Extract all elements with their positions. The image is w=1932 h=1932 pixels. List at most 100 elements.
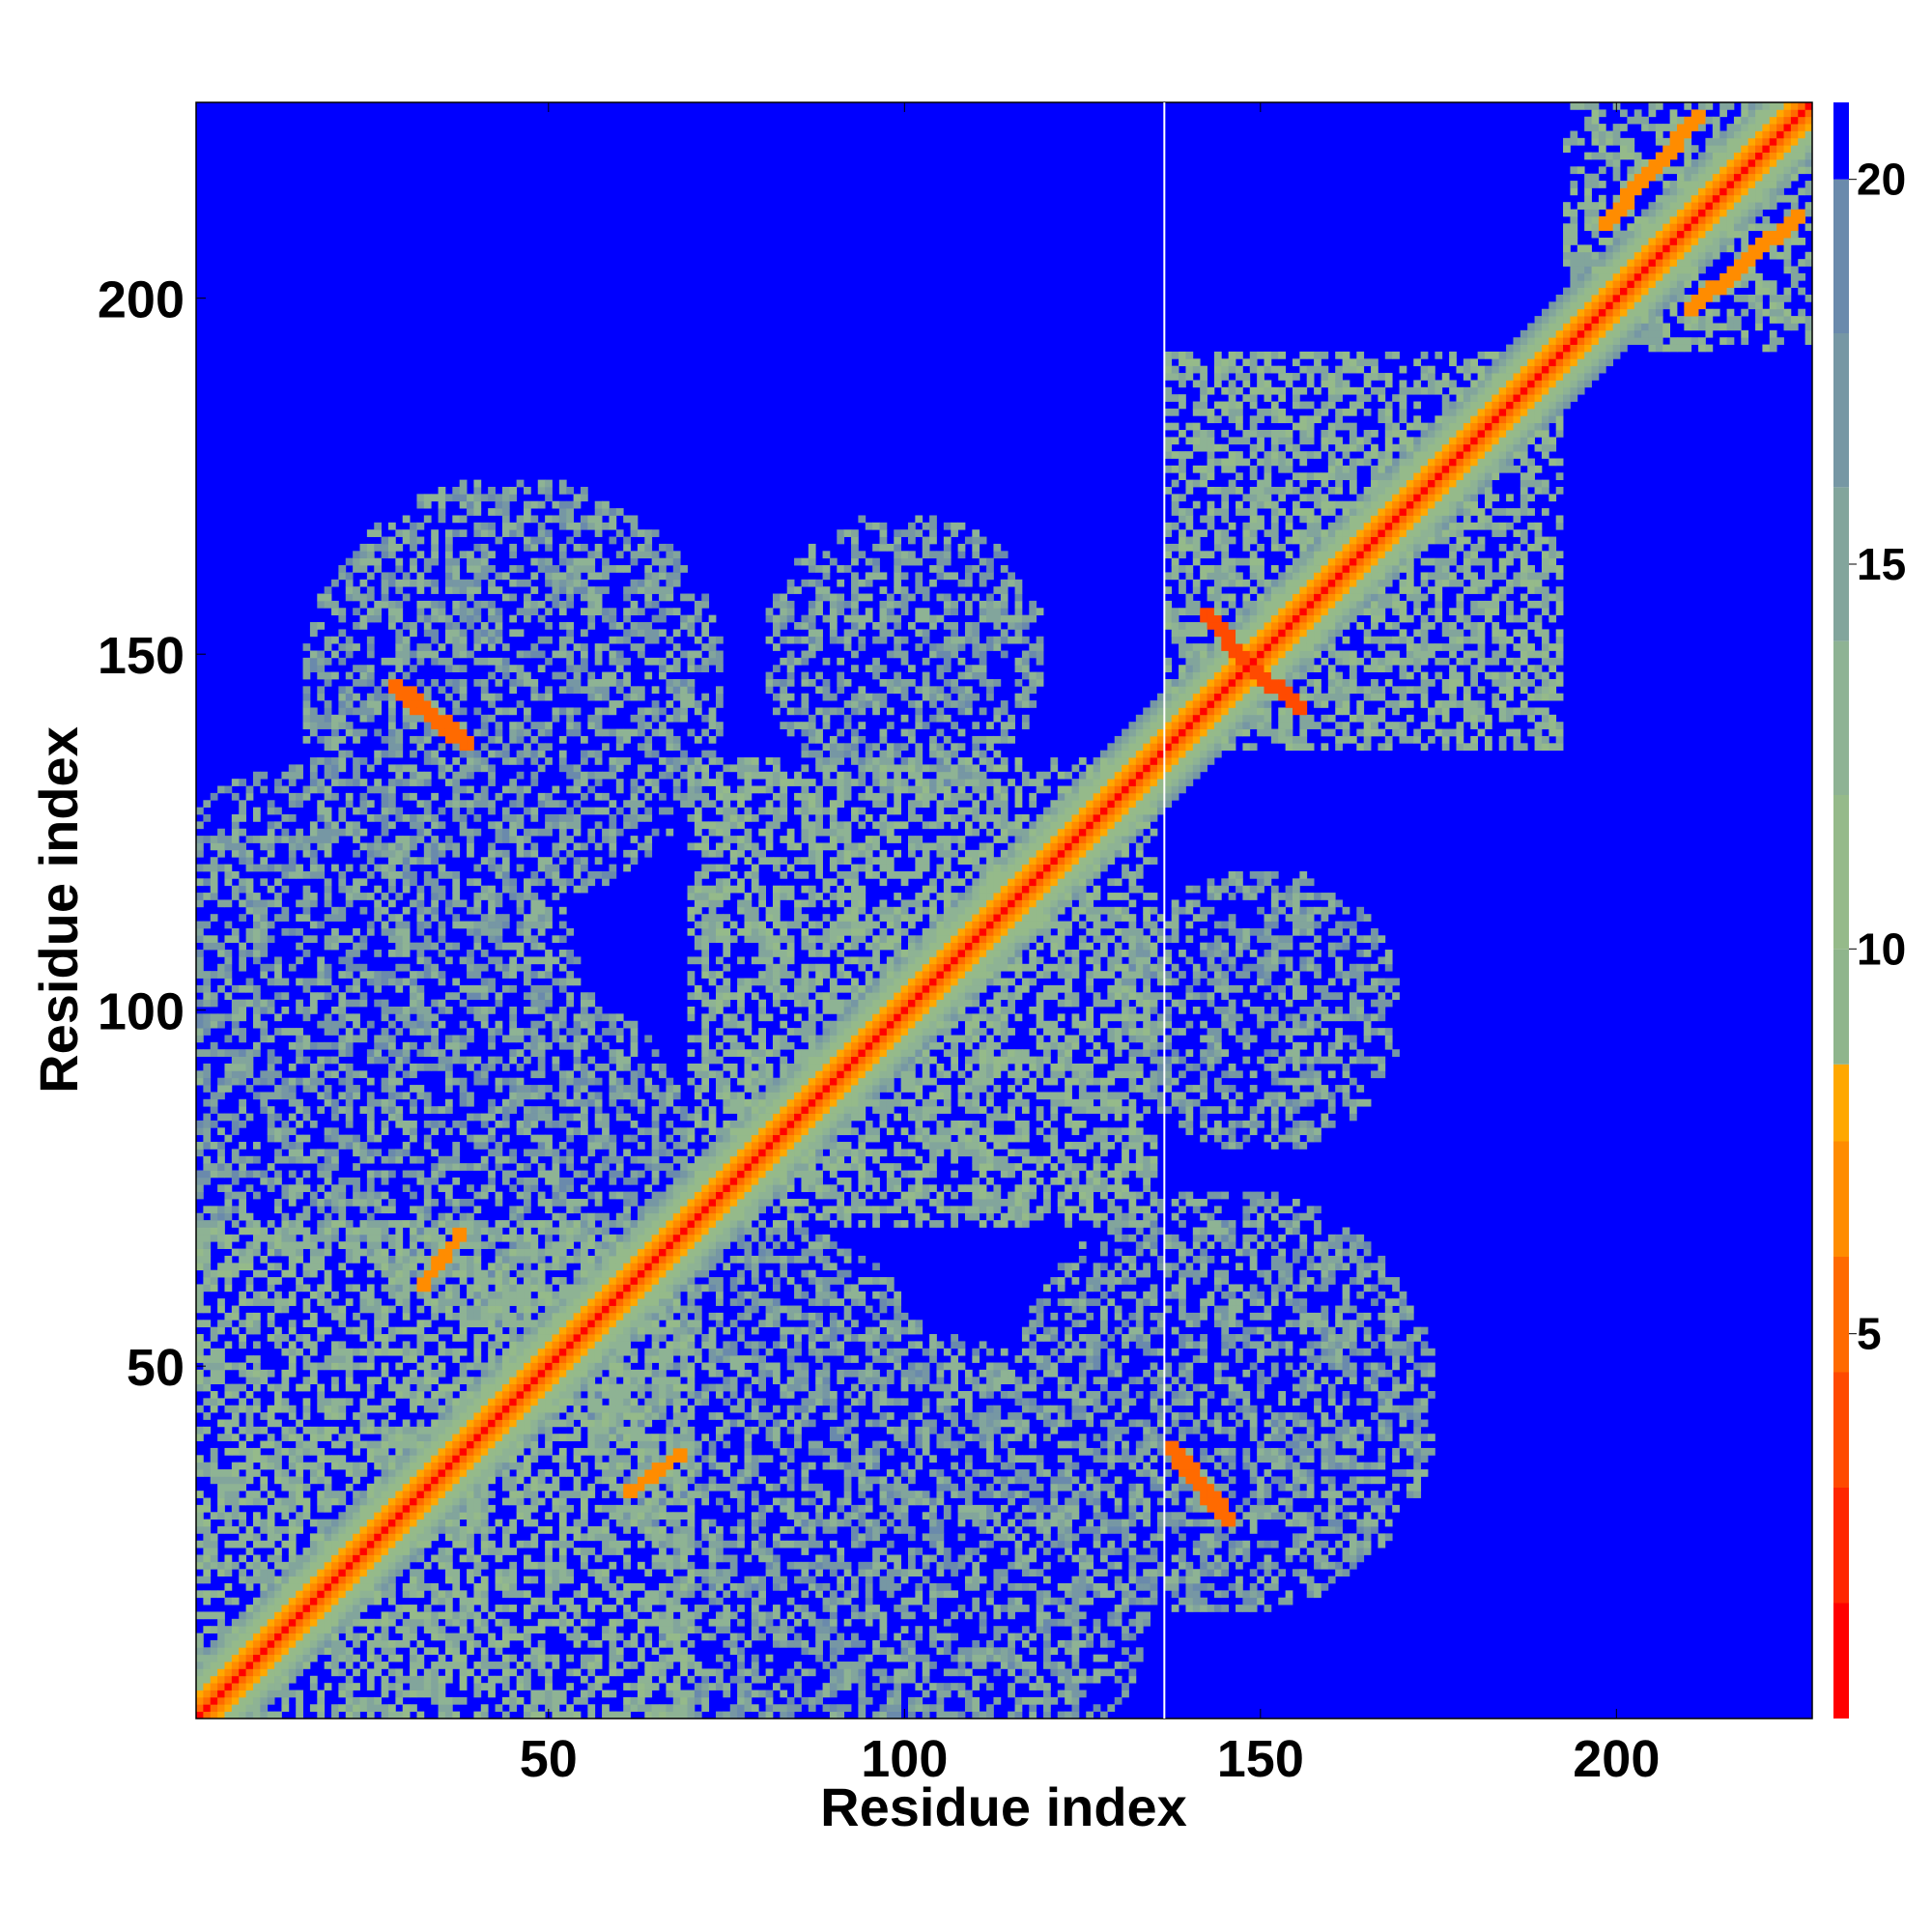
- heatmap-cell: [495, 1106, 503, 1114]
- heatmap-cell: [537, 1662, 546, 1669]
- heatmap-cell: [381, 814, 389, 822]
- heatmap-cell: [338, 999, 347, 1008]
- heatmap-cell: [217, 1170, 225, 1179]
- heatmap-cell: [480, 984, 489, 993]
- heatmap-cell: [416, 906, 425, 915]
- heatmap-cell: [530, 1447, 539, 1456]
- heatmap-cell: [196, 1241, 204, 1249]
- heatmap-cell: [495, 1675, 503, 1684]
- heatmap-cell: [438, 1440, 446, 1449]
- heatmap-cell: [558, 1469, 567, 1477]
- heatmap-cell: [566, 686, 575, 695]
- heatmap-cell: [267, 1533, 275, 1542]
- heatmap-cell: [374, 814, 383, 822]
- heatmap-cell: [459, 1269, 468, 1278]
- heatmap-cell: [431, 614, 439, 623]
- heatmap-cell: [473, 629, 482, 638]
- heatmap-cell: [524, 1348, 531, 1356]
- heatmap-cell: [516, 1362, 525, 1371]
- heatmap-cell: [516, 1341, 525, 1350]
- heatmap-cell: [353, 1497, 360, 1506]
- heatmap-cell: [467, 1028, 474, 1036]
- heatmap-cell: [374, 1348, 383, 1356]
- heatmap-cell: [410, 1255, 417, 1264]
- heatmap-cell: [245, 1085, 254, 1093]
- heatmap-cell: [366, 643, 375, 651]
- heatmap-cell: [495, 608, 503, 616]
- heatmap-cell: [516, 814, 525, 822]
- heatmap-cell: [423, 494, 432, 502]
- heatmap-cell: [196, 921, 204, 929]
- heatmap-cell: [338, 1362, 347, 1371]
- heatmap-cell: [353, 1576, 360, 1584]
- heatmap-cell: [345, 1576, 354, 1584]
- heatmap-cell: [509, 543, 518, 552]
- heatmap-cell: [444, 1405, 453, 1413]
- heatmap-cell: [359, 1028, 368, 1036]
- heatmap-cell: [416, 1590, 425, 1599]
- heatmap-cell: [309, 1063, 318, 1071]
- heatmap-cell: [210, 885, 218, 894]
- heatmap-cell: [196, 1177, 204, 1185]
- heatmap-cell: [495, 536, 503, 545]
- heatmap-cell: [296, 1618, 303, 1627]
- heatmap-cell: [196, 1504, 204, 1513]
- heatmap-cell: [558, 1326, 567, 1335]
- heatmap-cell: [530, 1298, 539, 1306]
- heatmap-cell: [431, 914, 439, 922]
- heatmap-cell: [274, 1618, 282, 1627]
- heatmap-cell: [274, 1234, 282, 1242]
- heatmap-cell: [438, 1662, 446, 1669]
- heatmap-cell: [359, 1533, 368, 1542]
- heatmap-cell: [545, 1548, 553, 1555]
- heatmap-cell: [395, 1447, 404, 1456]
- heatmap-cell: [467, 1134, 474, 1143]
- heatmap-cell: [338, 1077, 347, 1086]
- heatmap-cell: [331, 1341, 339, 1350]
- heatmap-cell: [196, 849, 204, 858]
- heatmap-cell: [467, 1098, 474, 1107]
- heatmap-cell: [459, 1227, 468, 1236]
- heatmap-cell: [509, 1170, 518, 1179]
- heatmap-cell: [274, 971, 282, 979]
- heatmap-cell: [324, 935, 332, 944]
- heatmap-cell: [296, 1134, 303, 1143]
- heatmap-cell: [260, 921, 269, 929]
- heatmap-cell: [402, 878, 411, 887]
- heatmap-cell: [545, 1013, 553, 1022]
- heatmap-cell: [338, 1590, 347, 1599]
- heatmap-cell: [345, 1647, 354, 1656]
- heatmap-cell: [196, 1405, 204, 1413]
- heatmap-cell: [530, 1326, 539, 1335]
- heatmap-cell: [410, 1390, 417, 1399]
- heatmap-cell: [459, 486, 468, 495]
- heatmap-cell: [309, 978, 318, 986]
- heatmap-cell: [495, 1028, 503, 1036]
- heatmap-cell: [410, 1440, 417, 1449]
- heatmap-cell: [260, 1077, 269, 1086]
- heatmap-cell: [331, 779, 339, 786]
- heatmap-cell: [509, 1447, 518, 1456]
- heatmap-cell: [260, 1497, 269, 1506]
- heatmap-cell: [345, 956, 354, 965]
- heatmap-cell: [431, 1390, 439, 1399]
- heatmap-cell: [416, 999, 425, 1008]
- heatmap-cell: [416, 1426, 425, 1435]
- heatmap-cell: [459, 650, 468, 659]
- heatmap-cell: [366, 1355, 375, 1363]
- heatmap-cell: [537, 1142, 546, 1150]
- heatmap-cell: [267, 1455, 275, 1463]
- heatmap-cell: [402, 1255, 411, 1264]
- heatmap-cell: [217, 842, 225, 851]
- heatmap-cell: [345, 1142, 354, 1150]
- heatmap-cell: [224, 1263, 233, 1271]
- heatmap-cell: [353, 893, 360, 900]
- heatmap-cell: [488, 1362, 496, 1371]
- heatmap-cell: [537, 650, 546, 659]
- heatmap-cell: [231, 1668, 240, 1677]
- heatmap-cell: [203, 1163, 212, 1171]
- heatmap-cell: [267, 1113, 275, 1122]
- heatmap-cell: [410, 1683, 417, 1690]
- heatmap-cell: [366, 1020, 375, 1029]
- heatmap-cell: [274, 1654, 282, 1662]
